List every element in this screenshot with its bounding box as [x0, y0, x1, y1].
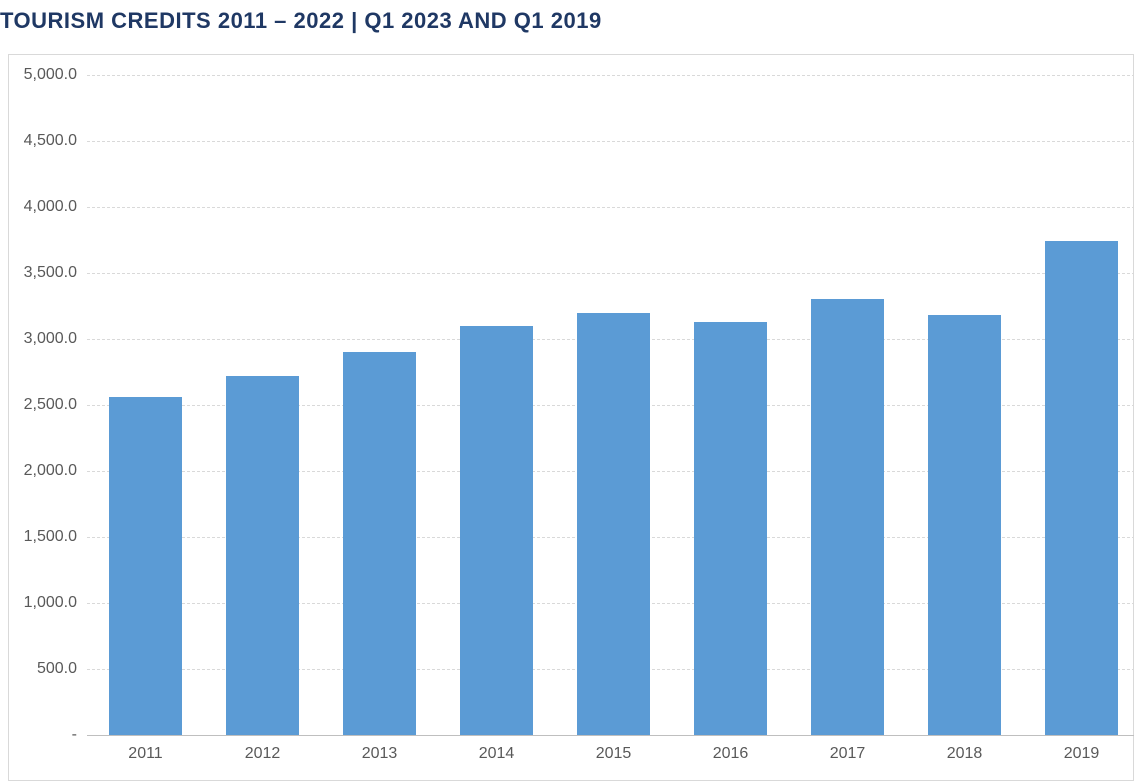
y-tick-label: - [7, 726, 77, 744]
x-tick-label: 2016 [713, 745, 749, 763]
bar [694, 322, 767, 735]
x-axis-line [87, 735, 1134, 736]
bar [226, 376, 299, 735]
bar [1045, 241, 1118, 735]
y-tick-label: 2,000.0 [7, 462, 77, 480]
gridline [87, 273, 1134, 274]
x-tick-label: 2018 [947, 745, 983, 763]
y-tick-label: 1,000.0 [7, 594, 77, 612]
bar [343, 352, 416, 735]
gridline [87, 75, 1134, 76]
y-tick-label: 5,000.0 [7, 66, 77, 84]
x-tick-label: 2013 [362, 745, 398, 763]
y-tick-label: 4,500.0 [7, 132, 77, 150]
y-tick-label: 3,500.0 [7, 264, 77, 282]
x-tick-label: 2012 [245, 745, 281, 763]
plot-area: -500.01,000.01,500.02,000.02,500.03,000.… [87, 75, 1134, 735]
page-title: TOURISM CREDITS 2011 – 2022 | Q1 2023 AN… [0, 8, 602, 34]
y-tick-label: 4,000.0 [7, 198, 77, 216]
x-tick-label: 2011 [128, 745, 162, 763]
bar [460, 326, 533, 735]
y-tick-label: 1,500.0 [7, 528, 77, 546]
bar [577, 313, 650, 735]
bar [811, 299, 884, 735]
y-tick-label: 3,000.0 [7, 330, 77, 348]
chart-frame: - 500.0 1,000.0 1,500.0 2,000.0 2,500.0 3,000.… [8, 54, 1134, 781]
y-tick-label: 2,500.0 [7, 396, 77, 414]
bar [928, 315, 1001, 735]
bar [109, 397, 182, 735]
x-tick-label: 2017 [830, 745, 866, 763]
y-tick-label: 500.0 [7, 660, 77, 678]
gridline [87, 207, 1134, 208]
gridline [87, 141, 1134, 142]
x-tick-label: 2014 [479, 745, 515, 763]
x-tick-label: 2019 [1064, 745, 1100, 763]
x-tick-label: 2015 [596, 745, 632, 763]
